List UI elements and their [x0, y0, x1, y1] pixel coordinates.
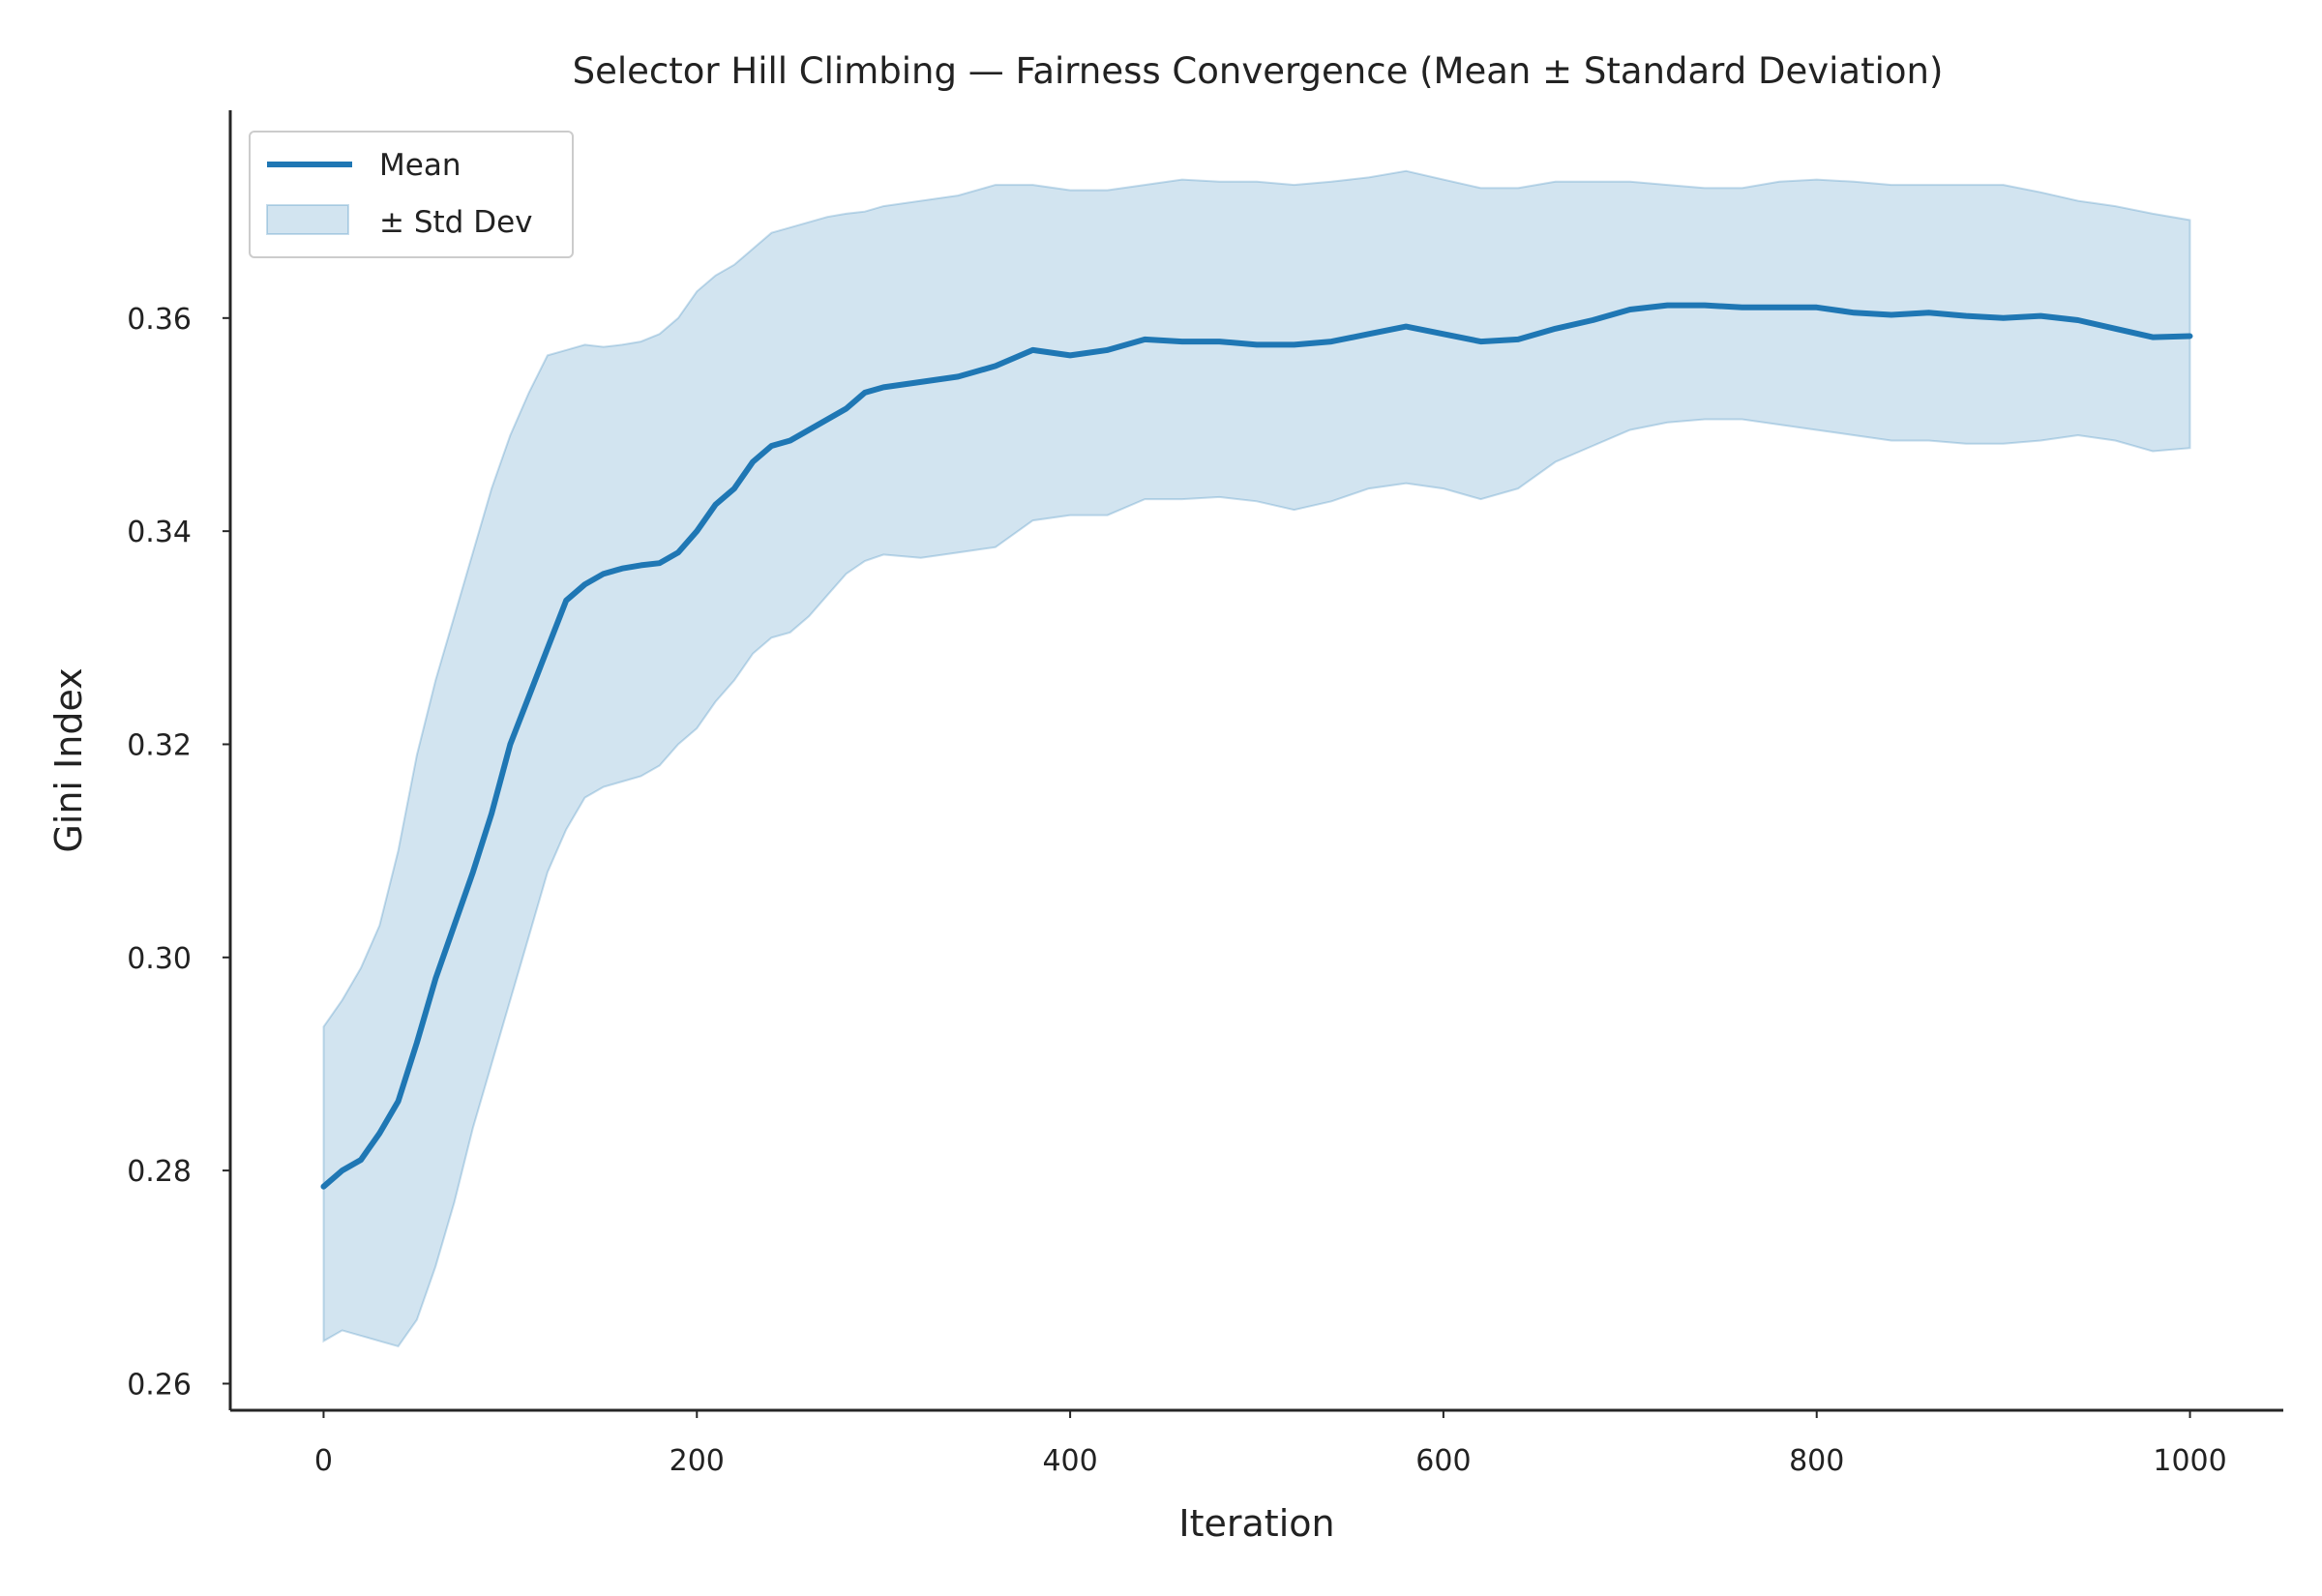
- x-tick-label: 400: [1042, 1444, 1097, 1478]
- mean-line: [320, 302, 2193, 1190]
- y-tick-label: 0.30: [127, 942, 192, 976]
- x-tick-label: 800: [1789, 1444, 1844, 1478]
- y-tick-label: 0.32: [127, 728, 192, 762]
- x-tick-label: 0: [314, 1444, 333, 1478]
- y-tick-label: 0.26: [127, 1368, 192, 1402]
- x-tick-label: 1000: [2153, 1444, 2226, 1478]
- chart-title: Selector Hill Climbing — Fairness Conver…: [573, 50, 1944, 92]
- x-axis-label: Iteration: [1178, 1502, 1334, 1545]
- legend: Mean ± Std Dev: [249, 131, 574, 258]
- y-tick-label: 0.28: [127, 1155, 192, 1189]
- y-tick-label: 0.34: [127, 516, 192, 549]
- x-tick-label: 600: [1415, 1444, 1471, 1478]
- std-dev-band: [322, 169, 2191, 1348]
- legend-band-swatch: [266, 204, 349, 235]
- y-tick-label: 0.36: [127, 303, 192, 337]
- y-axis-label: Gini Index: [47, 667, 90, 852]
- x-tick-label: 200: [670, 1444, 725, 1478]
- legend-band-label: ± Std Dev: [379, 205, 532, 240]
- legend-mean-label: Mean: [379, 148, 461, 183]
